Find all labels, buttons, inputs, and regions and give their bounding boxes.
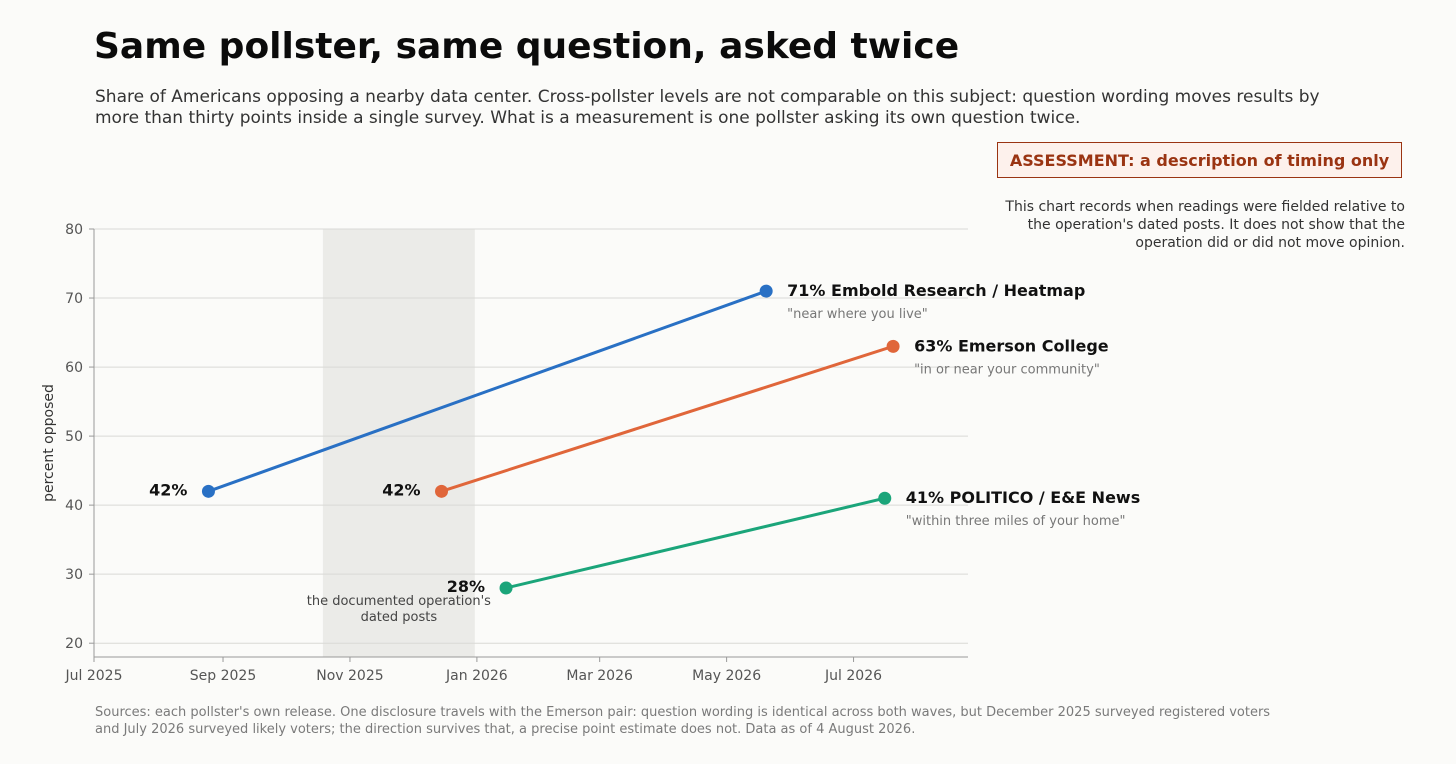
x-tick-label: Sep 2025 [190,668,256,684]
data-point [201,484,215,498]
x-tick-label: May 2026 [692,668,761,684]
shaded-region [322,229,475,657]
data-point [435,484,449,498]
shaded-region-label: the documented operation's dated posts [307,594,491,625]
chart-subtitle: Share of Americans opposing a nearby dat… [95,87,1320,128]
assessment-note: This chart records when readings were fi… [1005,199,1405,251]
start-value-label: 42% [382,480,420,499]
y-tick-label: 30 [65,567,83,583]
x-tick-label: Jul 2026 [824,668,882,684]
data-point [499,581,513,595]
series-line [505,496,886,590]
y-tick-label: 70 [65,291,83,307]
start-value-label: 28% [447,577,485,596]
series-question-label: "near where you live" [787,307,928,322]
series-line [207,289,767,493]
series-end-label: 71% Embold Research / Heatmap [787,281,1085,300]
y-tick-label: 40 [65,498,83,514]
x-tick-label: Nov 2025 [316,668,383,684]
data-point [878,491,892,505]
y-axis-label: percent opposed [41,384,57,502]
series-end-label: 63% Emerson College [914,336,1109,355]
chart-title: Same pollster, same question, asked twic… [94,26,960,67]
data-point [886,339,900,353]
series-end-label: 41% POLITICO / E&E News [906,488,1140,507]
series-line [441,344,894,493]
y-tick-label: 50 [65,429,83,445]
x-tick-label: Jan 2026 [445,668,508,684]
y-tick-label: 60 [65,360,83,376]
assessment-badge: ASSESSMENT: a description of timing only [997,142,1402,178]
y-tick-label: 20 [65,636,83,652]
y-tick-label: 80 [65,222,83,238]
start-value-label: 42% [149,480,187,499]
x-tick-label: Mar 2026 [566,668,633,684]
series-question-label: "within three miles of your home" [906,514,1126,529]
series-question-label: "in or near your community" [914,362,1100,377]
x-tick-label: Jul 2025 [65,668,123,684]
sources-footnote: Sources: each pollster's own release. On… [95,705,1271,737]
data-point [759,284,773,298]
